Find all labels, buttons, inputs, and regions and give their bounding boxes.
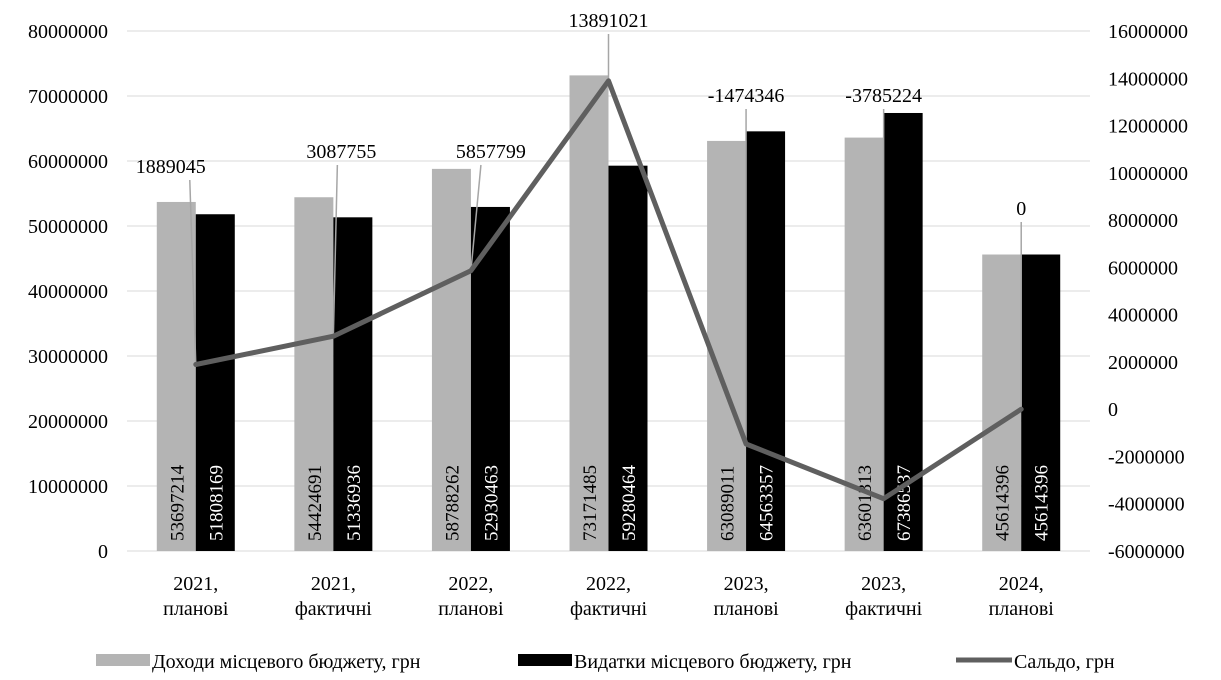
right-tick-label: 6000000 [1108,257,1178,279]
legend-label: Доходи місцевого бюджету, грн [152,651,421,673]
category-label-line: 2021, [311,573,356,595]
balance-value-label: 1889045 [136,156,206,178]
balance-value-label: -3785224 [845,85,922,107]
right-tick-label: 2000000 [1108,352,1178,374]
expense-bar-label: 52930463 [481,465,502,541]
income-bar [569,75,609,551]
category-label: 2023, фактичні [845,573,922,620]
bar-labels: 53697214 54424691 58788262 73171485 63089011… [167,465,1052,542]
income-bar-label: 58788262 [442,465,463,541]
balance-value-label: 3087755 [306,141,376,163]
legend-swatch [518,654,572,666]
balance-value-label: 13891021 [569,10,649,32]
left-tick-label: 30000000 [28,346,108,368]
expense-bar [333,217,373,551]
expense-bar-label: 51808169 [206,465,227,541]
right-tick-label: 4000000 [1108,305,1178,327]
legend-label: Видатки місцевого бюджету, грн [574,651,852,673]
balance-value-label: -1474346 [708,85,785,107]
balance-value-label: 5857799 [456,141,526,163]
right-axis: -6000000 -4000000 -2000000 0 2000000 4000000 6… [1108,21,1188,563]
left-tick-label: 50000000 [28,216,108,238]
income-bar-label: 63601313 [855,465,876,541]
category-label-line: 2021, [173,573,218,595]
balance-leader-line [470,164,482,271]
left-tick-label: 60000000 [28,151,108,173]
income-bar [156,201,196,551]
right-tick-label: 12000000 [1108,116,1188,138]
left-axis: 0 10000000 20000000 30000000 40000000 5000000… [28,21,108,563]
left-tick-label: 0 [98,541,108,563]
legend-label: Сальдо, грн [1014,651,1115,673]
expense-bar-label: 45614396 [1032,465,1053,541]
income-bar-label: 53697214 [167,465,188,542]
left-tick-label: 10000000 [28,476,108,498]
legend-swatch [96,654,150,666]
right-tick-label: 8000000 [1108,210,1178,232]
category-label-line: планові [713,598,779,620]
right-tick-label: 0 [1108,399,1118,421]
category-label-line: 2024, [999,573,1044,595]
category-label: 2023, планові [713,573,779,620]
right-tick-label: -4000000 [1108,494,1185,516]
right-tick-label: -2000000 [1108,446,1185,468]
income-bar [707,140,747,551]
left-tick-label: 80000000 [28,21,108,43]
category-label-line: 2022, [448,573,493,595]
right-tick-label: 16000000 [1108,21,1188,43]
legend: Доходи місцевого бюджету, грн Видатки міс… [96,651,1115,673]
category-label-line: 2022, [586,573,631,595]
expense-bar-label: 67386537 [894,465,915,541]
expense-bar-label: 64563357 [757,465,778,541]
left-tick-label: 70000000 [28,86,108,108]
category-label-line: фактичні [570,598,647,620]
category-label-line: планові [438,598,504,620]
balance-leader-line [189,179,197,365]
category-label-line: фактичні [295,598,372,620]
income-bar [844,137,884,551]
category-label-line: 2023, [861,573,906,595]
balance-value-label: 0 [1016,198,1026,220]
leader-lines [189,34,1022,499]
right-tick-label: 14000000 [1108,68,1188,90]
category-label: 2022, фактичні [570,573,647,620]
income-bar-label: 63089011 [718,466,739,541]
right-tick-label: -6000000 [1108,541,1185,563]
expense-bar-label: 51336936 [344,465,365,541]
expense-bar [195,214,235,552]
income-bar-label: 45614396 [993,465,1014,541]
income-bar-label: 54424691 [305,465,326,541]
income-bar-label: 73171485 [580,465,601,541]
left-tick-label: 20000000 [28,411,108,433]
income-bar [982,254,1022,552]
balance-line-layer [193,78,1024,502]
bars [156,75,1061,552]
income-bar [294,197,334,551]
category-label: 2021, фактичні [295,573,372,620]
category-label-line: планові [989,598,1055,620]
category-label: 2024, планові [989,573,1055,620]
expense-bar [1021,254,1061,552]
left-tick-label: 40000000 [28,281,108,303]
balance-line [193,78,1024,502]
category-label-line: планові [163,598,229,620]
balance-leader-line [332,164,339,337]
expense-bar [608,165,648,551]
balance-labels: 1889045 3087755 5857799 13891021 -1474346 -37… [136,10,1026,220]
expense-bar-label: 59280464 [619,465,640,542]
expense-bar [746,131,786,551]
right-tick-label: 10000000 [1108,163,1188,185]
category-label-line: фактичні [845,598,922,620]
category-label: 2022, планові [438,573,504,620]
category-label: 2021, планові [163,573,229,620]
income-bar [431,168,471,552]
category-label-line: 2023, [724,573,769,595]
